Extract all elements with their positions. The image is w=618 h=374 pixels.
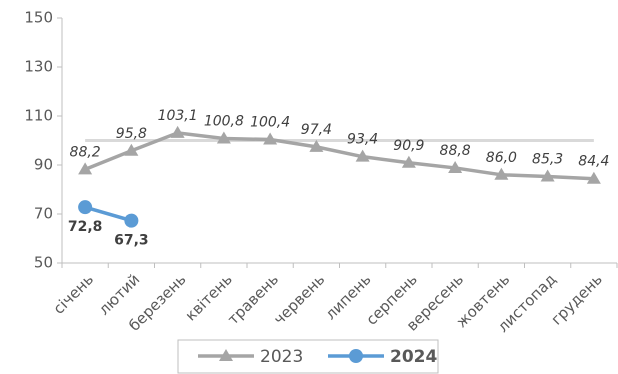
marker bbox=[586, 171, 601, 184]
value-label: 95,8 bbox=[116, 126, 147, 142]
value-label: 84,4 bbox=[578, 154, 609, 170]
value-label: 88,2 bbox=[70, 144, 101, 160]
x-tick-label: січень bbox=[50, 270, 97, 317]
marker bbox=[219, 349, 233, 361]
marker bbox=[170, 125, 185, 138]
value-label: 100,8 bbox=[204, 114, 244, 130]
value-label: 100,4 bbox=[250, 115, 290, 131]
x-tick-label: червень bbox=[270, 270, 328, 328]
series-line bbox=[84, 205, 132, 223]
value-label: 103,1 bbox=[158, 108, 198, 124]
marker bbox=[355, 149, 370, 162]
value-label: 93,4 bbox=[347, 132, 378, 148]
value-label: 97,4 bbox=[301, 122, 332, 138]
marker bbox=[401, 155, 416, 168]
y-tick-label: 110 bbox=[24, 107, 53, 125]
y-tick-label: 50 bbox=[34, 254, 53, 272]
y-tick-label: 150 bbox=[24, 9, 53, 27]
y-tick-label: 90 bbox=[34, 156, 53, 174]
marker bbox=[216, 131, 231, 144]
series-line bbox=[84, 131, 594, 181]
marker bbox=[263, 132, 278, 145]
value-label: 88,8 bbox=[440, 143, 471, 159]
value-label: 72,8 bbox=[68, 219, 103, 235]
marker bbox=[78, 162, 93, 175]
x-tick-label: грудень bbox=[548, 270, 606, 328]
marker bbox=[124, 143, 139, 156]
marker bbox=[448, 160, 463, 173]
value-label: 67,3 bbox=[114, 233, 149, 249]
y-tick-label: 70 bbox=[34, 205, 53, 223]
value-label: 85,3 bbox=[532, 152, 563, 168]
legend-label: 2023 bbox=[260, 347, 303, 367]
legend-label: 2024 bbox=[390, 347, 437, 367]
marker bbox=[494, 167, 509, 180]
marker bbox=[78, 200, 93, 215]
marker bbox=[349, 349, 363, 363]
marker bbox=[124, 213, 139, 228]
marker bbox=[540, 169, 555, 182]
value-label: 90,9 bbox=[393, 138, 424, 154]
marker bbox=[309, 139, 324, 152]
value-label: 86,0 bbox=[486, 150, 517, 166]
y-tick-label: 130 bbox=[24, 58, 53, 76]
